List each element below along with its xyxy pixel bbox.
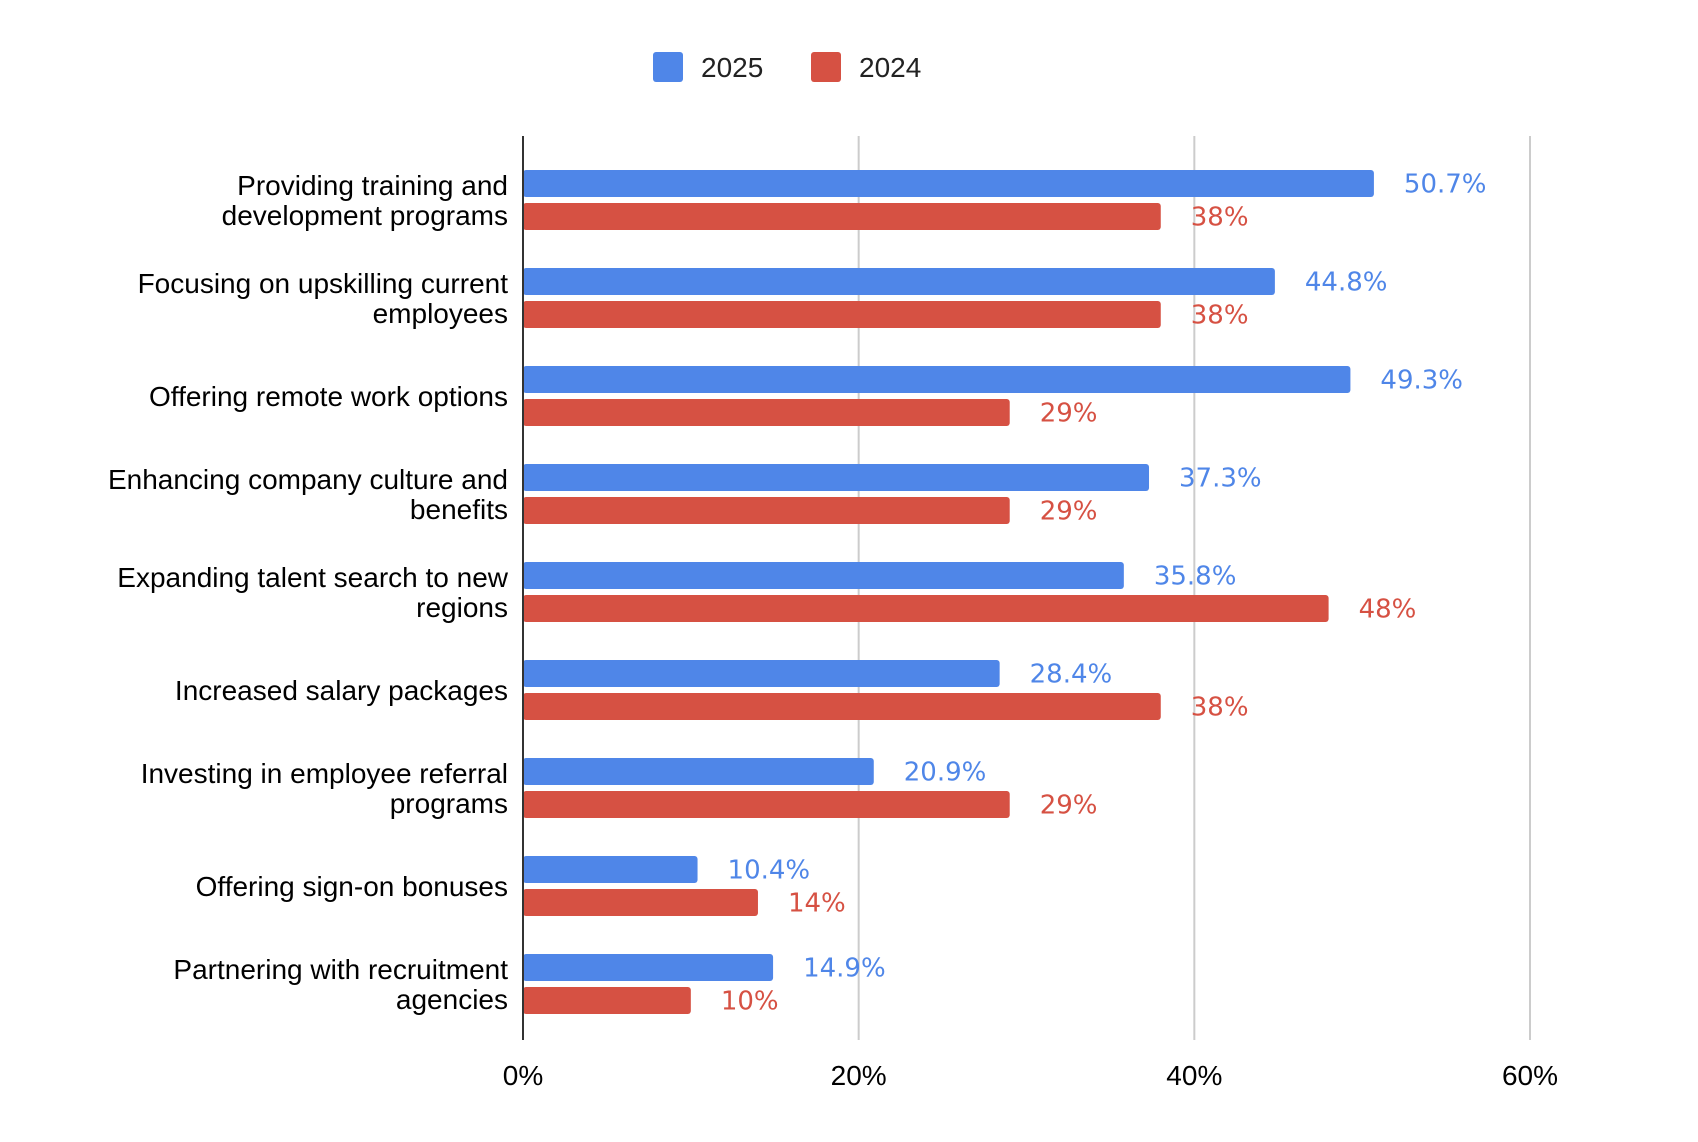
legend-item-2024[interactable]: 2024 (811, 52, 921, 83)
bar-2025[interactable] (523, 366, 1351, 393)
data-label-2024: 38% (1191, 203, 1249, 233)
category-label: Increased salary packages (175, 675, 508, 706)
x-tick-label: 20% (831, 1060, 887, 1091)
bar-2024[interactable] (523, 595, 1329, 622)
category-label: agencies (396, 984, 508, 1015)
category-label: employees (373, 298, 508, 329)
bar-2025[interactable] (523, 856, 698, 883)
legend-swatch-2024 (811, 52, 841, 82)
legend-item-2025[interactable]: 2025 (653, 52, 763, 83)
category-label: Offering remote work options (149, 381, 508, 412)
bar-2025[interactable] (523, 464, 1150, 491)
data-label-2025: 37.3% (1179, 464, 1262, 494)
data-label-2025: 49.3% (1380, 366, 1463, 396)
bar-2025[interactable] (523, 954, 774, 981)
bar-2024[interactable] (523, 693, 1161, 720)
category-label: Focusing on upskilling current (138, 268, 509, 299)
bars: 50.7% 38% 44.8% 38% 49.3% 29% 37.3% 29% 35.8% 48%… (523, 170, 1487, 1017)
legend-swatch-2025 (653, 52, 683, 82)
data-label-2025: 10.4% (728, 856, 811, 886)
bar-2024[interactable] (523, 399, 1010, 426)
data-label-2024: 48% (1359, 595, 1417, 625)
data-label-2024: 38% (1191, 693, 1249, 723)
category-label: programs (390, 788, 508, 819)
bar-2024[interactable] (523, 791, 1010, 818)
data-label-2025: 44.8% (1305, 268, 1388, 298)
bar-2025[interactable] (523, 758, 874, 785)
data-label-2024: 29% (1040, 399, 1098, 429)
category-label: Partnering with recruitment (173, 954, 508, 985)
bar-2025[interactable] (523, 660, 1000, 687)
category-label: Expanding talent search to new (117, 562, 508, 593)
bar-2025[interactable] (523, 562, 1124, 589)
legend-label-2024: 2024 (859, 52, 921, 83)
category-label: benefits (410, 494, 508, 525)
data-label-2024: 29% (1040, 497, 1098, 527)
bar-2024[interactable] (523, 889, 758, 916)
data-label-2024: 38% (1191, 301, 1249, 331)
category-label: Providing training and (237, 170, 508, 201)
x-tick-label: 60% (1502, 1060, 1558, 1091)
x-tick-label: 0% (503, 1060, 543, 1091)
category-label: Offering sign-on bonuses (196, 871, 508, 902)
bar-2024[interactable] (523, 497, 1010, 524)
legend: 2025 2024 (653, 52, 921, 83)
data-label-2025: 50.7% (1404, 170, 1487, 200)
bar-2024[interactable] (523, 203, 1161, 230)
data-label-2025: 28.4% (1030, 660, 1113, 690)
data-label-2024: 14% (788, 889, 846, 919)
bar-2025[interactable] (523, 170, 1374, 197)
bar-2024[interactable] (523, 301, 1161, 328)
legend-label-2025: 2025 (701, 52, 763, 83)
category-label: Investing in employee referral (141, 758, 508, 789)
data-label-2025: 35.8% (1154, 562, 1237, 592)
category-label: regions (416, 592, 508, 623)
bar-2025[interactable] (523, 268, 1275, 295)
data-label-2025: 14.9% (803, 954, 886, 984)
data-label-2024: 10% (721, 987, 779, 1017)
category-label: Enhancing company culture and (108, 464, 508, 495)
data-label-2024: 29% (1040, 791, 1098, 821)
data-label-2025: 20.9% (904, 758, 987, 788)
category-label: development programs (222, 200, 508, 231)
x-tick-label: 40% (1166, 1060, 1222, 1091)
bar-2024[interactable] (523, 987, 691, 1014)
